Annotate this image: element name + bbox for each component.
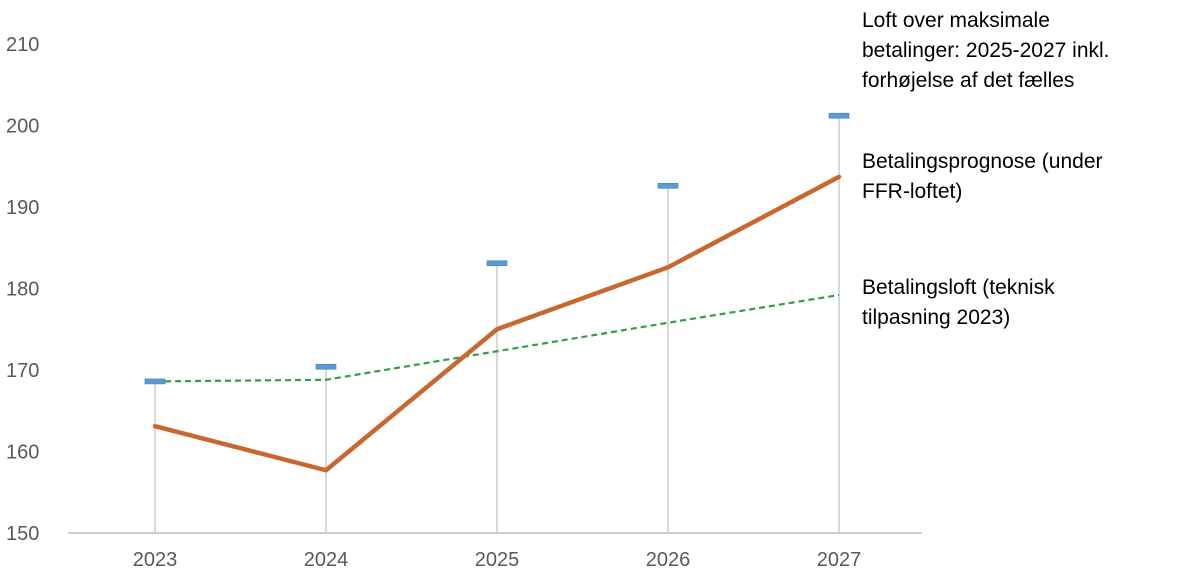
legend-labels: Betalingsprognose (under FFR-loftet)Betal… [862,9,1110,329]
y-tick-label: 200 [6,116,39,138]
series-label-line: forhøjelse af det fælles [862,69,1074,92]
x-tick-label: 2024 [304,549,349,571]
y-tick-label: 160 [6,442,39,464]
x-tick-label: 2023 [133,549,178,571]
series-line-betalingsprognose [152,174,842,473]
x-tick-label: 2026 [646,549,691,571]
y-axis-tick-labels: 150 160 170 180 190 200 210 [6,34,39,545]
max-payment-marker [657,183,679,189]
series-label-line: betalinger: 2025-2027 inkl. [862,39,1110,62]
series-label-line: Betalingsprognose (under [862,150,1103,173]
series-line-betalingsloft [154,293,840,383]
series-label-line: Betalingsloft (teknisk [862,276,1055,299]
series-label-line: tilpasning 2023) [862,306,1010,329]
series-label-forecast: Betalingsprognose (under FFR-loftet) [862,150,1103,203]
drop-lines [154,115,840,533]
series-label-ceiling: Betalingsloft (teknisk tilpasning 2023) [862,276,1055,329]
x-tick-label: 2027 [817,549,862,571]
x-tick-label: 2025 [475,549,520,571]
max-payment-marker [828,112,850,119]
max-payment-marker [144,378,166,385]
y-tick-label: 190 [6,197,39,219]
series-label-max_marker: Loft over maksimale betalinger: 2025-2027… [862,9,1110,92]
max-payment-marker [315,363,337,370]
y-tick-label: 180 [6,279,39,301]
x-axis-tick-labels: 2023 2024 2025 2026 2027 [133,549,862,571]
series-layer [144,112,850,473]
max-payment-marker [486,260,508,267]
series-label-line: FFR-loftet) [862,180,962,203]
y-tick-label: 210 [6,34,39,56]
y-tick-label: 150 [6,523,39,545]
series-label-line: Loft over maksimale [862,9,1050,32]
y-tick-label: 170 [6,360,39,382]
